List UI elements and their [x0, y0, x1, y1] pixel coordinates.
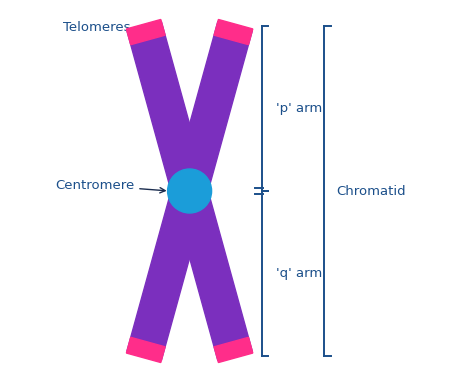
Polygon shape [173, 21, 252, 196]
Polygon shape [173, 186, 252, 361]
Polygon shape [127, 19, 165, 45]
Polygon shape [127, 337, 165, 363]
Polygon shape [214, 19, 253, 45]
Text: Chromatid: Chromatid [337, 185, 406, 197]
Text: 'q' arm: 'q' arm [276, 267, 322, 280]
Text: Centromere: Centromere [55, 179, 165, 193]
Polygon shape [214, 337, 253, 363]
Polygon shape [127, 21, 207, 196]
Polygon shape [127, 186, 207, 361]
Text: 'p' arm: 'p' arm [276, 102, 322, 115]
Circle shape [168, 169, 211, 213]
Text: Telomeres: Telomeres [63, 21, 144, 34]
